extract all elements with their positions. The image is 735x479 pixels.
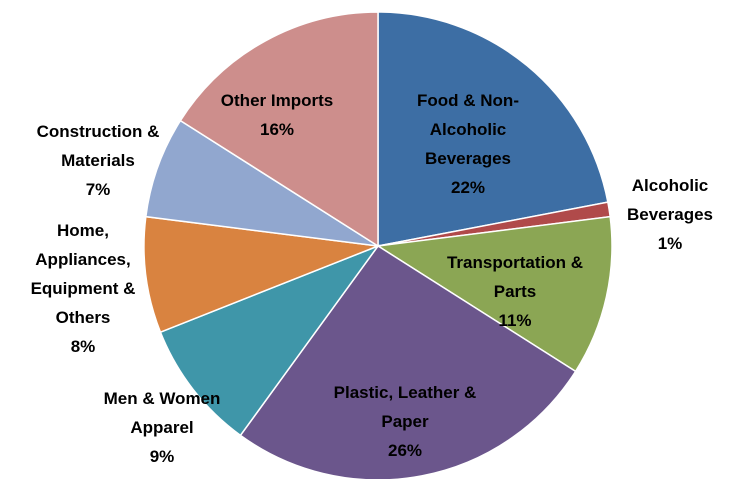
- slice-label: Alcoholic Beverages 1%: [615, 171, 725, 258]
- value-label: 9%: [149, 447, 175, 466]
- value-label: 26%: [387, 441, 423, 460]
- pie-slice: [239, 244, 577, 479]
- category-name: Home, Appliances, Equipment & Others: [30, 221, 136, 327]
- pie-slice: [375, 215, 613, 373]
- pie-slice: [143, 215, 379, 334]
- value-label: 1%: [657, 234, 683, 253]
- category-name: Food & Non-Alcoholic Beverages: [417, 91, 519, 168]
- category-name: Men & Women Apparel: [103, 389, 221, 437]
- category-name: Alcoholic Beverages: [626, 176, 713, 224]
- slice-label: Food & Non-Alcoholic Beverages 22%: [393, 86, 543, 202]
- pie-slice: [179, 11, 379, 248]
- slice-label: Men & Women Apparel 9%: [77, 384, 247, 471]
- category-name: Construction & Materials: [36, 122, 160, 170]
- value-label: 16%: [259, 120, 295, 139]
- pie-slice: [145, 119, 379, 247]
- value-label: 22%: [450, 178, 486, 197]
- slice-label: Home, Appliances, Equipment & Others 8%: [13, 216, 153, 361]
- value-label: 8%: [70, 337, 96, 356]
- pie-slice: [377, 11, 609, 247]
- slice-label: Plastic, Leather & Paper 26%: [325, 378, 485, 465]
- value-label: 7%: [85, 180, 111, 199]
- slice-label: Other Imports 16%: [202, 86, 352, 144]
- category-name: Transportation & Parts: [446, 253, 583, 301]
- category-name: Plastic, Leather & Paper: [333, 383, 477, 431]
- slice-label: Transportation & Parts 11%: [430, 248, 600, 335]
- category-name: Other Imports: [220, 91, 334, 110]
- pie-slice: [159, 244, 381, 437]
- slice-label: Construction & Materials 7%: [13, 117, 183, 204]
- value-label: 11%: [498, 311, 532, 330]
